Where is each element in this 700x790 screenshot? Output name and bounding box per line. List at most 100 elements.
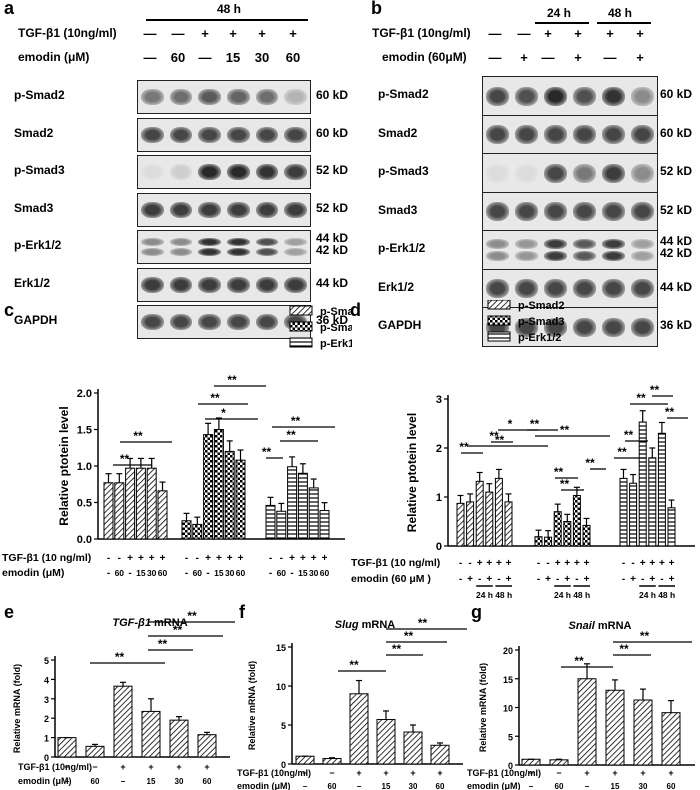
panel-a-blot-strip [137, 267, 311, 302]
panel-a-band [284, 126, 307, 143]
panel-b-band [602, 202, 625, 221]
chart-c-legend-swatch [289, 321, 313, 332]
panel-b-time1-label: 24 h [547, 6, 572, 20]
chart-g-emodin-sign: 15 [611, 782, 620, 790]
chart-d-emodin-sign: + [486, 574, 492, 585]
chart-c-y-tick-label: 1.5 [77, 425, 92, 437]
chart-c-emodin-sign: 30 [147, 568, 157, 578]
chart-e-emodin-sign: 60 [91, 777, 100, 786]
chart-e-emodin-sign: − [65, 777, 70, 786]
panel-a-band [255, 201, 279, 218]
chart-d-bar [494, 477, 503, 547]
panel-b-blot-label: p-Erk1/2 [378, 241, 426, 255]
panel-b-band [631, 250, 654, 261]
chart-g-emodin-sign: 30 [639, 782, 648, 790]
panel-a-band [141, 164, 164, 180]
chart-f-title-gene: Slug [335, 619, 359, 631]
chart-f-tgf-sign: − [329, 768, 334, 778]
chart-c-emodin-sign: - [128, 568, 131, 579]
chart-e-bar [169, 719, 189, 758]
chart-c-bar [181, 520, 192, 540]
panel-b-blot-label: Erk1/2 [378, 279, 415, 294]
chart-e-tgf-sign: − [92, 762, 97, 772]
panel-b-blot-label: p-Smad3 [378, 164, 429, 178]
chart-d-tgf-sign: + [477, 558, 483, 569]
chart-f-row2-label: emodin (μM) [237, 781, 291, 790]
panel-a-emodin-value: 15 [225, 50, 241, 65]
chart-d-emodin-sign: + [564, 574, 570, 585]
chart-d-emodin-sign: - [497, 574, 500, 585]
panel-b-band [573, 317, 596, 337]
chart-d-emodin-sign: + [649, 574, 655, 585]
panel-a-band [255, 164, 279, 180]
chart-g-tgf-sign: + [640, 768, 645, 778]
chart-g-bar [521, 758, 541, 766]
chart-d-time-label: 24 h [639, 590, 656, 600]
chart-e-row1-label: TGF-β1 (10ng/ml) [18, 762, 92, 772]
chart-c-sig-label: * [221, 406, 226, 420]
chart-d-tgf-sign: + [640, 558, 646, 569]
chart-c-tgf-sign: + [238, 553, 244, 564]
chart-d-emodin-sign: + [630, 574, 636, 585]
chart-c-row2-label: emodin (μM) [2, 567, 64, 579]
chart-d-emodin-sign: + [669, 574, 675, 585]
chart-d-tgf-sign: + [574, 558, 580, 569]
chart-d-legend-swatch [487, 315, 511, 326]
chart-c-emodin-sign: - [107, 568, 110, 579]
panel-b-kd-label: 60 kD [660, 87, 693, 101]
panel-a-band [169, 89, 193, 105]
panel-b-band [602, 317, 625, 337]
panel-a-kd-label: 60 kD [316, 88, 349, 102]
chart-c-tgf-sign: + [311, 553, 317, 564]
panel-b-emodin-sign: — [541, 50, 555, 65]
chart-d-sig-label: ** [585, 456, 595, 470]
panel-a-kd-label: 36 kD [316, 313, 349, 327]
chart-c-sig-label: ** [286, 428, 296, 442]
chart-f-y-label: Relative mRNA (fold) [247, 661, 257, 750]
chart-d-bar [485, 491, 494, 547]
chart-f-sig-label: ** [392, 642, 402, 656]
chart-c-y-tick-label: 1.0 [77, 461, 92, 473]
panel-b-band [573, 202, 596, 221]
panel-b-band [515, 202, 538, 221]
chart-c-tgf-sign: + [149, 553, 155, 564]
panel-a-band [255, 276, 279, 293]
chart-g-bar [549, 759, 569, 766]
chart-c-tgf-sign: - [280, 553, 283, 564]
chart-g-sig-label: ** [619, 642, 629, 656]
chart-c-sig-label: ** [120, 452, 130, 466]
chart-f-tgf-sign: − [302, 768, 307, 778]
chart-c-bar [114, 482, 125, 540]
chart-e-emodin-sign: 30 [175, 777, 184, 786]
chart-e-y-tick-label: 0 [44, 753, 49, 763]
panel-a-kd-label: 52 kD [316, 200, 349, 215]
chart-g-tgf-sign: − [556, 768, 561, 778]
chart-c-emodin-sign: 60 [158, 568, 168, 578]
chart-c-emodin-sign: - [269, 568, 272, 579]
chart-c-sig-label: ** [133, 429, 143, 443]
panel-b-blot-strip [482, 153, 658, 193]
chart-d-row1-label: TGF-β1 (10 ng/ml) [351, 557, 440, 569]
chart-c-legend-label: p-Smad2 [320, 306, 352, 318]
panel-b-emodin-sign: + [574, 50, 582, 65]
chart-f: f Slug mRNA 0 5 10 15 Relative mRNA (fold) − − − 6… [237, 602, 467, 790]
chart-c-y-label: Relative ptotein level [57, 406, 71, 525]
chart-c-tgf-sign: + [138, 553, 144, 564]
chart-c-emodin-sign: - [290, 568, 293, 579]
panel-a-band [169, 247, 193, 256]
panel-b-time1-underline [535, 22, 589, 24]
chart-c-tgf-sign: + [216, 553, 222, 564]
chart-c-bar [235, 459, 246, 540]
chart-d-legend-swatch [487, 300, 511, 310]
chart-g-bar [605, 689, 625, 766]
panel-b-tgf-sign: + [574, 26, 582, 41]
panel-a-band [141, 314, 164, 330]
chart-e-y-tick-label: 5 [44, 656, 49, 666]
chart-c-bar [125, 467, 136, 540]
chart-d-emodin-sign: - [575, 574, 578, 585]
panel-b-band [631, 279, 654, 298]
panel-a-blot-strip [137, 117, 311, 152]
panel-a-blot-strip [137, 192, 311, 227]
chart-e-row2-label: emodin (μM) [18, 776, 72, 786]
panel-b-band [573, 239, 596, 250]
